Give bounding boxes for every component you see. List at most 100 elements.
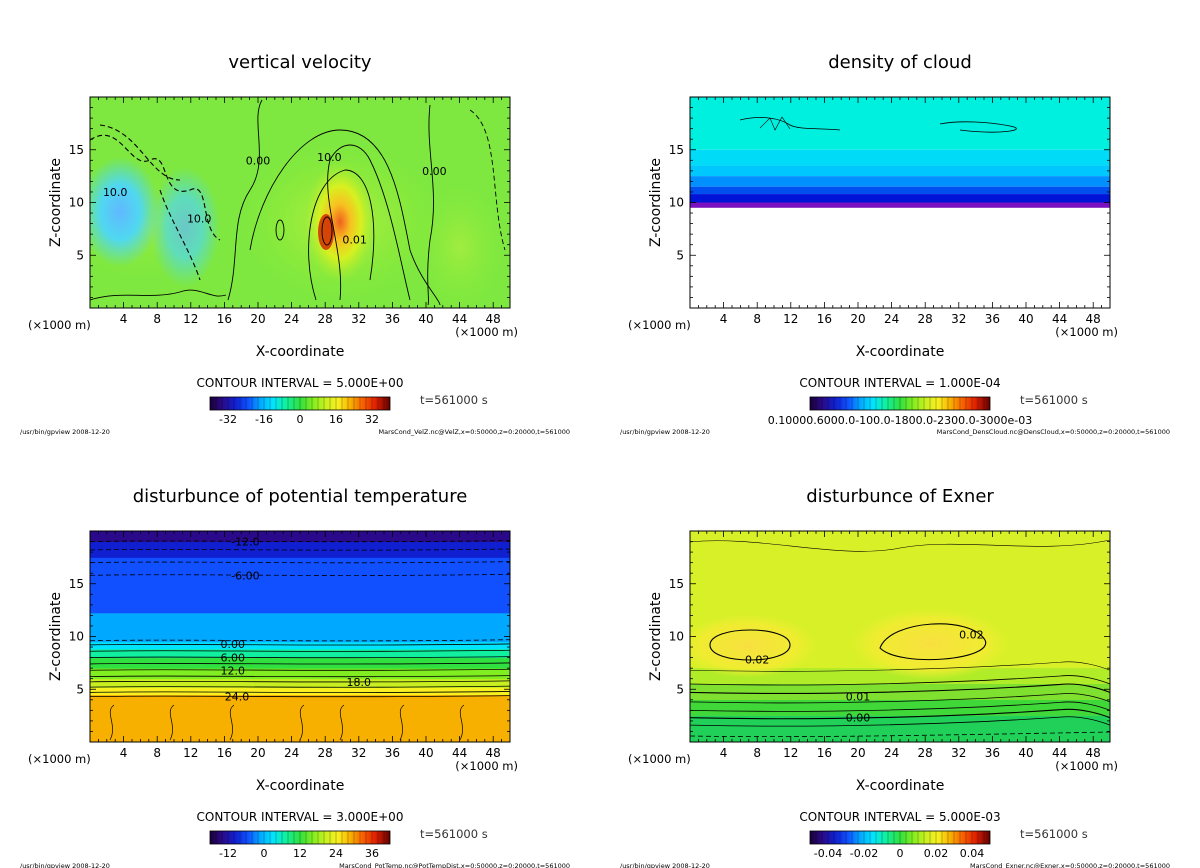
contour-label: 0.01 [342, 233, 367, 246]
ptemp-band [90, 647, 510, 650]
x-tick-label: 44 [1052, 746, 1067, 760]
ptemp-band [90, 543, 510, 546]
y-tick-label: 10 [669, 196, 684, 210]
contour-label: 10.0 [103, 186, 128, 199]
contour-line [690, 731, 1110, 738]
colorbar-tick-label: -32 [219, 413, 237, 426]
ptemp-band [90, 636, 510, 639]
contour-label: 0.00 [221, 638, 246, 651]
ptemp-band [90, 600, 510, 608]
ptemp-band [90, 594, 510, 601]
contour-line [90, 573, 510, 576]
x-tick-label: 12 [183, 746, 198, 760]
contour-line [169, 704, 175, 741]
time-label: t=561000 s [1020, 393, 1088, 407]
colorbar-tick-label: 0 [297, 413, 304, 426]
x-axis-label: X-coordinate [256, 778, 345, 794]
footer-left: /usr/bin/gpview 2008-12-20 [620, 428, 710, 436]
contour-label: 18.0 [347, 676, 372, 689]
ptemp-band [90, 692, 510, 696]
colorbar-tick-label: -0.02 [850, 847, 878, 860]
contour-label: -12.0 [231, 536, 259, 549]
colorbar-tick-label: 12 [293, 847, 307, 860]
ptemp-band [90, 541, 510, 544]
ptemp-band [90, 697, 510, 699]
colorbar-tick-label: 0.02 [924, 847, 949, 860]
ptemp-band [90, 606, 510, 614]
contour-label: 0.00 [422, 165, 447, 178]
contour-line [90, 643, 510, 646]
y-tick-label: 15 [69, 577, 84, 591]
ptemp-band [90, 545, 510, 548]
colorbar-tick-label: -12 [219, 847, 237, 860]
ptemp-band [90, 562, 510, 569]
y-axis-label: Z-coordinate [48, 592, 64, 681]
field-shade [415, 182, 505, 308]
y-axis-label: Z-coordinate [48, 158, 64, 247]
x-tick-label: 24 [884, 746, 899, 760]
contour-line [99, 124, 181, 181]
chart-title: disturbunce of Exner [806, 486, 994, 507]
colorbar-tick-label: 0 [261, 847, 268, 860]
x-tick-label: 48 [486, 746, 501, 760]
contour-label: 0.00 [846, 712, 871, 725]
colorbar-tick-label: 0.10000.6000.0-100.0-1800.0-2300.0-3000e… [768, 414, 1033, 427]
ptemp-band [90, 699, 510, 708]
contour-line [90, 680, 510, 683]
exner-band [690, 715, 1110, 742]
contour-line [427, 104, 434, 306]
x-tick-label: 16 [217, 312, 232, 326]
contour-line [90, 695, 510, 698]
ptemp-band [90, 668, 510, 672]
colorbar-tick-label: 24 [329, 847, 343, 860]
x-tick-label: 20 [850, 746, 865, 760]
x-tick-label: 44 [452, 746, 467, 760]
velocity-field [90, 97, 510, 308]
x-axis-label: X-coordinate [856, 778, 945, 794]
contour-line [339, 704, 345, 741]
ptemp-band [90, 618, 510, 626]
x-unit-left: (×1000 m) [28, 318, 91, 332]
ptemp-band [90, 612, 510, 620]
contour-line [690, 708, 1110, 720]
contour-line [90, 691, 510, 693]
ptemp-band [90, 648, 510, 652]
ptemp-band [90, 657, 510, 661]
contour-label: 0.02 [959, 628, 984, 641]
x-tick-label: 16 [817, 746, 832, 760]
footer-left: /usr/bin/gpview 2008-12-20 [620, 862, 710, 868]
contour-interval: CONTOUR INTERVAL = 1.000E-04 [799, 376, 1000, 390]
x-tick-label: 24 [284, 312, 299, 326]
contour-label: -6.00 [231, 569, 259, 582]
ptemp-band [90, 559, 510, 562]
contour-line [90, 675, 510, 678]
time-label: t=561000 s [420, 827, 488, 841]
x-tick-label: 32 [351, 746, 366, 760]
x-unit-left: (×1000 m) [628, 318, 691, 332]
y-tick-label: 15 [669, 577, 684, 591]
contour-line [109, 704, 115, 741]
x-tick-label: 28 [918, 312, 933, 326]
contour-label: 24.0 [225, 691, 250, 704]
x-unit-right: (×1000 m) [455, 759, 518, 773]
contour-line [459, 704, 465, 741]
x-tick-label: 40 [1018, 746, 1033, 760]
y-axis-label: Z-coordinate [648, 158, 664, 247]
x-tick-label: 12 [783, 746, 798, 760]
ptemp-band [90, 632, 510, 636]
ptemp-band [90, 560, 510, 564]
footer-right: MarsCond_Exner.nc@Exner,x=0:50000,z=0:20… [970, 862, 1170, 868]
time-label: t=561000 s [1020, 827, 1088, 841]
footer-left: /usr/bin/gpview 2008-12-20 [20, 862, 110, 868]
contour-line [739, 117, 841, 131]
x-tick-label: 12 [183, 312, 198, 326]
x-tick-label: 44 [1052, 312, 1067, 326]
ptemp-band [90, 689, 510, 692]
x-tick-label: 32 [951, 312, 966, 326]
cloud-band [690, 194, 1110, 203]
ptemp-band [90, 652, 510, 656]
contour-label: 10.0 [317, 151, 342, 164]
